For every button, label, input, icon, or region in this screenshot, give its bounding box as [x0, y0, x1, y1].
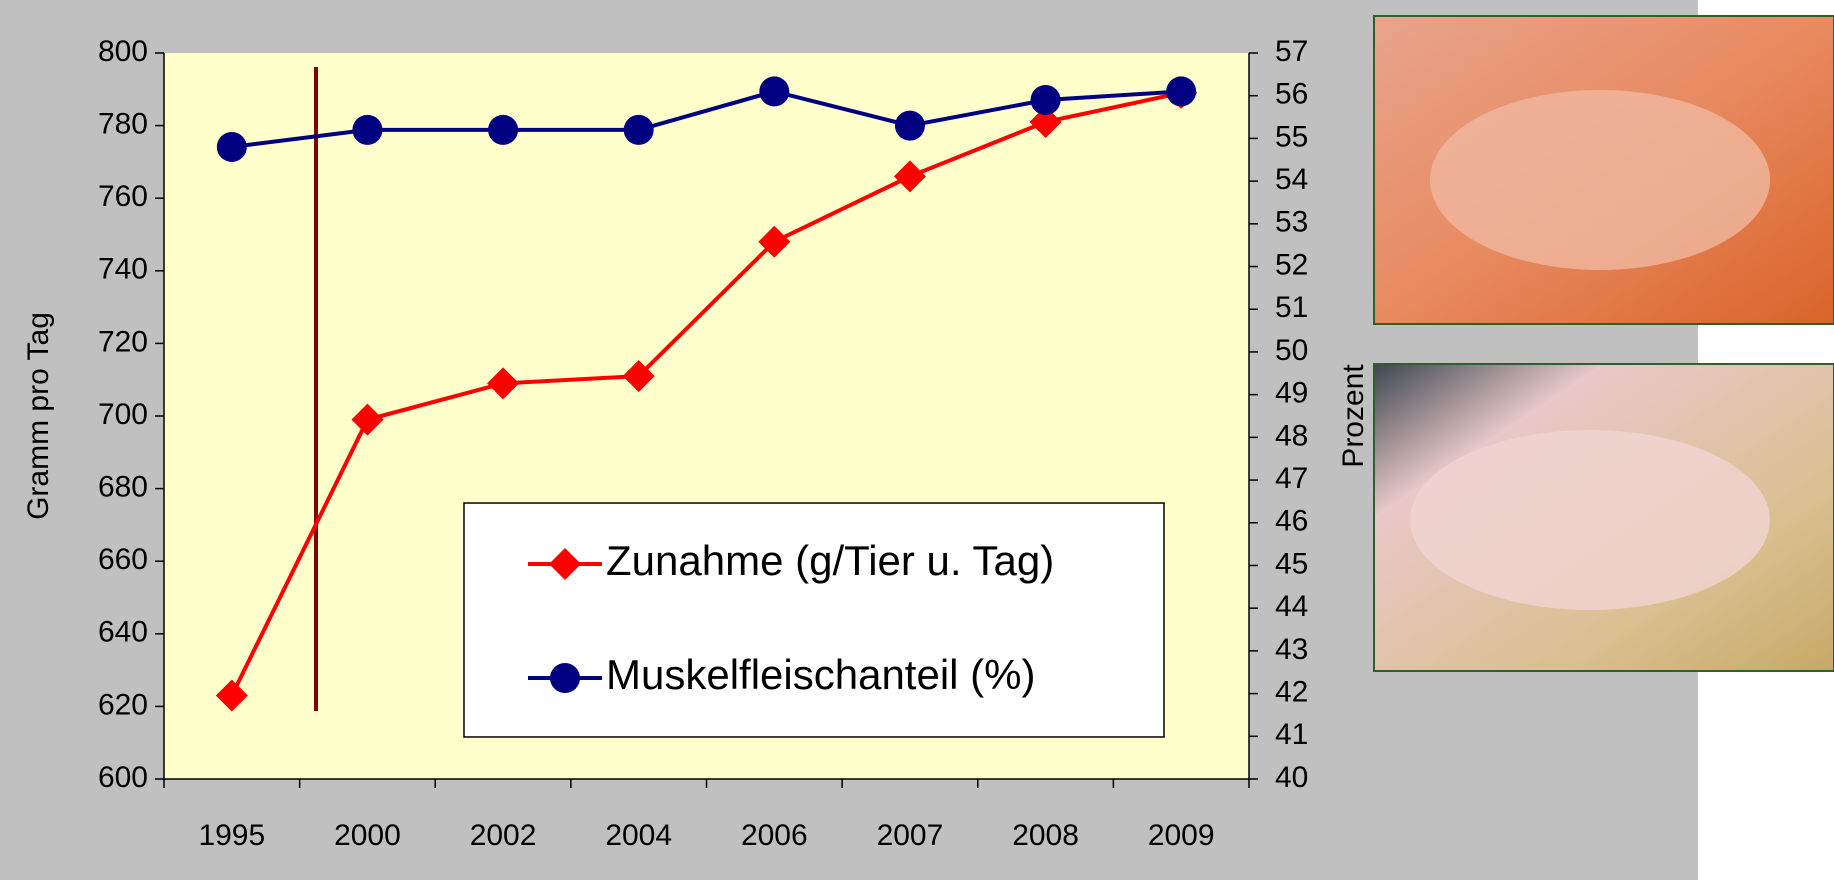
y-tick-label: 620	[98, 688, 148, 721]
series-line	[231, 89, 1182, 149]
x-tick-label: 2007	[877, 819, 944, 852]
y-tick-label: 640	[98, 616, 148, 649]
circle-marker	[352, 114, 383, 145]
y2-tick-label: 50	[1275, 334, 1308, 367]
y2-axis-label: Prozent	[1337, 364, 1370, 468]
x-tick-label: 2002	[470, 819, 537, 852]
circle-marker	[623, 114, 654, 145]
x-tick-label: 2000	[334, 819, 401, 852]
pig-shape	[1410, 430, 1770, 610]
x-tick-label: 2006	[741, 819, 808, 852]
y2-tick-label: 51	[1275, 291, 1308, 324]
series-line	[230, 90, 1182, 697]
y2-tick-label: 55	[1275, 120, 1308, 153]
y-tick-label: 600	[98, 761, 148, 794]
y-tick-label: 700	[98, 398, 148, 431]
diamond-marker	[351, 403, 384, 436]
circle-marker	[488, 114, 519, 145]
y2-tick-label: 54	[1275, 163, 1308, 196]
diamond-marker	[758, 225, 791, 258]
y-tick-label: 800	[98, 35, 148, 68]
y-tick-label: 740	[98, 253, 148, 286]
y2-tick-label: 49	[1275, 377, 1308, 410]
y-tick-label: 760	[98, 180, 148, 213]
y2-tick-label: 40	[1275, 761, 1308, 794]
y2-tick-label: 53	[1275, 206, 1308, 239]
circle-marker	[1166, 76, 1197, 107]
y2-tick-label: 45	[1275, 547, 1308, 580]
y-tick-label: 780	[98, 108, 148, 141]
y-axis-label: Gramm pro Tag	[22, 312, 55, 520]
y2-tick-label: 41	[1275, 718, 1308, 751]
circle-marker	[759, 76, 790, 107]
circle-marker	[216, 131, 247, 162]
y2-tick-label: 52	[1275, 248, 1308, 281]
diamond-marker	[487, 367, 520, 400]
circle-marker	[550, 663, 580, 693]
y2-tick-label: 56	[1275, 78, 1308, 111]
x-tick-label: 2004	[605, 819, 672, 852]
diamond-marker	[215, 679, 248, 712]
diamond-marker	[1029, 105, 1062, 138]
x-tick-label: 2009	[1148, 819, 1215, 852]
y2-tick-label: 43	[1275, 633, 1308, 666]
y-tick-label: 680	[98, 471, 148, 504]
x-tick-label: 2008	[1012, 819, 1079, 852]
diamond-marker	[549, 548, 581, 580]
y2-tick-label: 42	[1275, 676, 1308, 709]
y2-tick-label: 57	[1275, 35, 1308, 68]
legend-label: Zunahme (g/Tier u. Tag)	[606, 537, 1054, 584]
diamond-marker	[893, 160, 926, 193]
y2-tick-label: 47	[1275, 462, 1308, 495]
y2-tick-label: 46	[1275, 505, 1308, 538]
y2-tick-label: 44	[1275, 590, 1308, 623]
y-tick-label: 720	[98, 325, 148, 358]
circle-marker	[1030, 84, 1061, 115]
y-tick-label: 660	[98, 543, 148, 576]
y2-tick-label: 48	[1275, 419, 1308, 452]
diamond-marker	[622, 360, 655, 393]
legend-box	[463, 502, 1165, 738]
legend-label: Muskelfleischanteil (%)	[606, 651, 1035, 698]
x-tick-label: 1995	[198, 819, 265, 852]
pig-shape	[1430, 90, 1770, 270]
circle-marker	[894, 110, 925, 141]
